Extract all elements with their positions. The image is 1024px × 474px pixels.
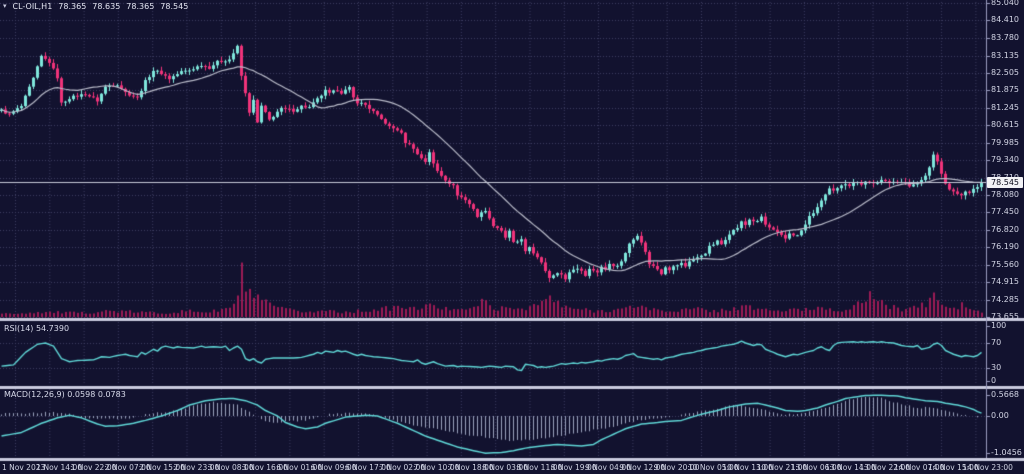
low-value: 78.365 (126, 2, 155, 11)
time-label: 8 Nov 11:00 (516, 463, 563, 472)
time-label: 6 Nov 17:00 (345, 463, 391, 472)
rsi-axis-label: 100 (991, 321, 1007, 330)
time-label: 14 Nov 23:00 (962, 463, 1013, 472)
time-label: 7 Nov 18:00 (447, 463, 494, 472)
time-label: 7 Nov 10:00 (413, 463, 460, 472)
time-label: 9 Nov 20:00 (653, 463, 700, 472)
price-axis-label: 82.505 (991, 68, 1019, 77)
open-value: 78.365 (58, 2, 87, 11)
price-axis-label: 80.615 (991, 120, 1019, 129)
time-label: 1 Nov 22:00 (70, 463, 117, 472)
price-axis-label: 85.040 (991, 0, 1019, 7)
macd-axis-label: -1.0456 (991, 448, 1022, 457)
price-axis-label: 76.190 (991, 242, 1019, 251)
price-axis-label: 78.080 (991, 190, 1019, 199)
close-value: 78.545 (160, 2, 189, 11)
time-label: 14 Nov 15:00 (928, 463, 979, 472)
current-price-box: 78.545 (987, 177, 1023, 188)
time-label: 9 Nov 04:00 (585, 463, 631, 472)
chart-marker-icon: ▾ (3, 2, 7, 10)
macd-axis-label: 0.5668 (991, 390, 1019, 399)
time-label: 13 Nov 22:00 (859, 463, 911, 472)
time-label: 2 Nov 07:00 (104, 463, 151, 472)
macd-axis-label: 0.00 (991, 411, 1009, 420)
time-label: 10 Nov 21:00 (756, 463, 808, 472)
time-label: 1 Nov 14:00 (36, 463, 83, 472)
time-label: 2 Nov 15:00 (139, 463, 185, 472)
time-label: 13 Nov 14:00 (825, 463, 876, 472)
time-label: 3 Nov 08:00 (207, 463, 254, 472)
time-label: 6 Nov 01:00 (276, 463, 323, 472)
high-value: 78.635 (92, 2, 121, 11)
rsi-axis-label: 70 (991, 338, 1002, 347)
price-axis-label: 79.340 (991, 155, 1019, 164)
time-label: 14 Nov 07:00 (893, 463, 945, 472)
price-axis-label: 74.915 (991, 277, 1019, 286)
time-label: 3 Nov 16:00 (242, 463, 288, 472)
ohlc-header: ▾ CL-OIL,H1 78.365 78.635 78.365 78.545 (3, 2, 188, 11)
price-axis-label: 77.450 (991, 207, 1019, 216)
rsi-axis-label: 0 (991, 376, 997, 385)
time-label: 13 Nov 06:00 (790, 463, 842, 472)
time-label: 8 Nov 03:00 (482, 463, 528, 472)
time-label: 8 Nov 19:00 (550, 463, 597, 472)
price-axis-label: 79.985 (991, 138, 1019, 147)
price-axis-label: 83.780 (991, 33, 1019, 42)
rsi-panel-label: RSI(14) 54.7390 (4, 324, 70, 333)
symbol-period-label: CL-OIL,H1 (12, 2, 53, 11)
time-label: 7 Nov 02:00 (379, 463, 426, 472)
macd-panel-label: MACD(12,26,9) 0.0598 0.0783 (4, 390, 126, 399)
time-label: 10 Nov 13:00 (722, 463, 773, 472)
price-axis-label: 84.410 (991, 15, 1019, 24)
time-label: 1 Nov 2023 (2, 463, 46, 472)
price-axis-label: 76.820 (991, 225, 1019, 234)
price-axis-label: 73.655 (991, 312, 1019, 321)
rsi-axis-label: 30 (991, 363, 1002, 372)
time-label: 10 Nov 05:00 (688, 463, 739, 472)
price-axis-label: 75.560 (991, 260, 1019, 269)
price-axis-label: 81.245 (991, 103, 1019, 112)
time-label: 6 Nov 09:00 (310, 463, 357, 472)
price-axis-label: 81.875 (991, 85, 1019, 94)
price-axis-label: 83.135 (991, 51, 1019, 60)
price-axis-label: 74.285 (991, 295, 1019, 304)
time-label: 9 Nov 12:00 (619, 463, 666, 472)
time-label: 2 Nov 23:00 (173, 463, 220, 472)
